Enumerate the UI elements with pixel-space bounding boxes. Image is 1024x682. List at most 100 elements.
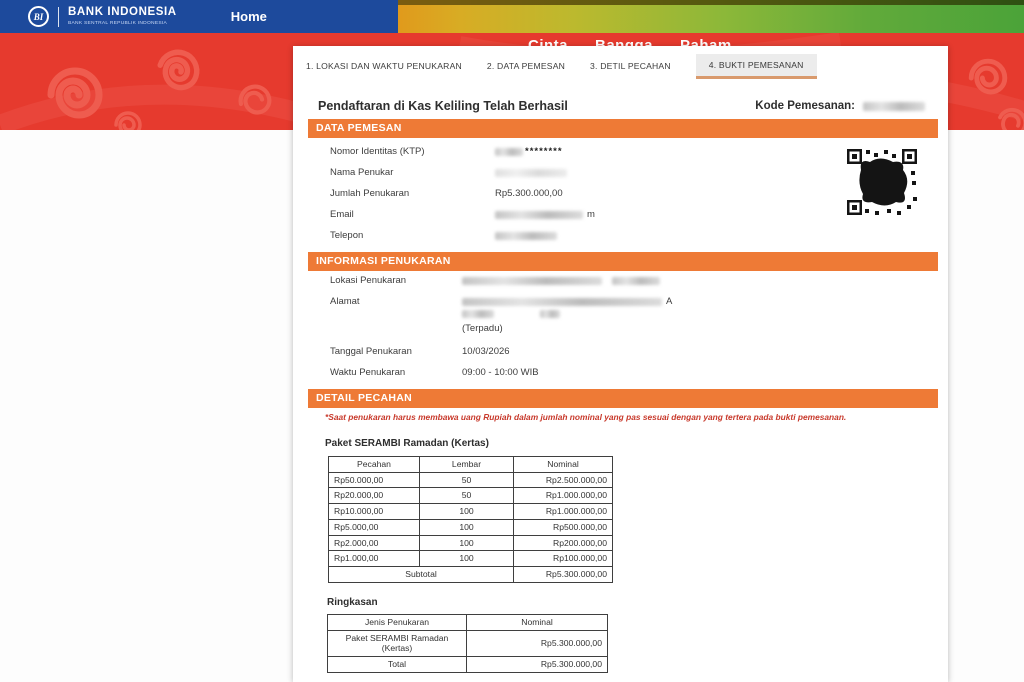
masked-value [495,168,567,177]
field-label: Nama Penukar [330,167,394,178]
cell-nominal: Rp2.500.000,00 [513,471,613,489]
table-row: Rp2.000,00 100 Rp200.000,00 [328,534,613,552]
field-label: Waktu Penukaran [330,367,406,378]
cell-nominal: Rp500.000,00 [513,518,613,536]
tab-lokasi-waktu[interactable]: 1. LOKASI DAN WAKTU PENUKARAN [306,61,462,71]
ringkasan-heading: Ringkasan [327,597,378,608]
cell-nominal: Rp1.000.000,00 [513,487,613,505]
cell-nominal: Rp5.300.000,00 [466,629,608,658]
field-row-jumlah: Jumlah Penukaran Rp5.300.000,00 [330,188,563,199]
bank-indonesia-logo: BI BANK INDONESIA BANK SENTRAL REPUBLIK … [28,6,189,27]
cell-lembar: 50 [419,471,514,489]
field-row-alamat-line3: (Terpadu) [462,323,503,334]
section-header-informasi-penukaran: INFORMASI PENUKARAN [308,252,938,271]
bi-logo-icon: BI [28,6,49,27]
masked-value [495,231,557,240]
value-fragment: m [587,209,595,220]
field-row-alamat-line2 [462,310,560,318]
ringkasan-table: Jenis Penukaran Nominal Paket SERAMBI Ra… [327,614,608,673]
cell-lembar: 100 [419,503,514,520]
cell-lembar: 50 [419,487,514,505]
cell-pecahan: Rp1.000,00 [328,550,420,568]
tab-detil-pecahan[interactable]: 3. DETIL PECAHAN [590,61,671,71]
total-value: Rp5.300.000,00 [466,656,608,673]
table-row: Rp5.000,00 100 Rp500.000,00 [328,518,613,536]
col-header-nominal: Nominal [466,614,608,631]
field-label: Email [330,209,354,220]
paket-line2: (Kertas) [381,643,413,654]
value-fragment: A [666,296,673,307]
table-row: Rp20.000,00 50 Rp1.000.000,00 [328,487,613,505]
masked-value [612,276,660,285]
cell-nominal: Rp200.000,00 [513,534,613,552]
logo-divider [58,6,59,27]
field-value [462,310,560,318]
table-row: Rp1.000,00 100 Rp100.000,00 [328,550,613,568]
masked-digits: ******** [525,146,563,157]
field-label: Tanggal Penukaran [330,346,412,357]
table-subtotal-row: Subtotal Rp5.300.000,00 [328,566,613,583]
field-value: 09:00 - 10:00 WIB [462,367,539,378]
field-value: 10/03/2026 [462,346,510,357]
field-row-lokasi: Lokasi Penukaran [330,275,660,286]
field-value [495,167,567,178]
field-value: Rp5.300.000,00 [495,188,563,199]
cell-lembar: 100 [419,534,514,552]
table-header-row: Jenis Penukaran Nominal [327,614,608,631]
bi-monogram: BI [33,11,44,22]
rainbow-strip-edge [398,0,1024,5]
field-label: Telepon [330,230,364,241]
brand-subtitle: BANK SENTRAL REPUBLIK INDONESIA [68,20,168,26]
table-header-row: Pecahan Lembar Nominal [328,456,613,473]
field-row-ktp: Nomor Identitas (KTP) ******** [330,146,563,157]
paket-title: Paket SERAMBI Ramadan (Kertas) [325,438,489,449]
page-title: Pendaftaran di Kas Keliling Telah Berhas… [318,99,568,113]
nav-home-link[interactable]: Home [230,9,267,24]
kode-pemesanan: Kode Pemesanan: [755,100,925,112]
table-row: Rp10.000,00 100 Rp1.000.000,00 [328,503,613,520]
subtotal-value: Rp5.300.000,00 [513,566,613,583]
field-value [462,275,660,286]
col-header-pecahan: Pecahan [328,456,420,473]
tab-bukti-pemesanan[interactable]: 4. BUKTI PEMESANAN [695,53,817,79]
field-value: (Terpadu) [462,323,503,334]
cell-nominal: Rp1.000.000,00 [513,503,613,520]
pecahan-table: Pecahan Lembar Nominal Rp50.000,00 50 Rp… [328,456,613,583]
cell-nominal: Rp100.000,00 [513,550,613,568]
field-row-alamat: Alamat A [330,296,672,307]
field-row-nama: Nama Penukar [330,167,567,178]
cell-pecahan: Rp50.000,00 [328,471,420,489]
total-label: Total [327,656,467,673]
field-label: Nomor Identitas (KTP) [330,146,425,157]
masked-value [462,310,494,318]
kode-pemesanan-label: Kode Pemesanan: [755,100,855,112]
brand-name: BANK INDONESIA [68,5,177,18]
field-row-tanggal: Tanggal Penukaran 10/03/2026 [330,346,510,357]
masked-value [462,297,662,306]
field-value [495,230,557,241]
section-header-detail-pecahan: DETAIL PECAHAN [308,389,938,408]
field-value: m [495,209,595,220]
cell-lembar: 100 [419,550,514,568]
table-total-row: Total Rp5.300.000,00 [327,656,608,673]
content-panel: 1. LOKASI DAN WAKTU PENUKARAN 2. DATA PE… [293,46,948,682]
table-row: Paket SERAMBI Ramadan (Kertas) Rp5.300.0… [327,629,608,658]
field-row-email: Email m [330,209,595,220]
field-label: Alamat [330,296,360,307]
col-header-lembar: Lembar [419,456,514,473]
field-row-telepon: Telepon [330,230,557,241]
field-label: Jumlah Penukaran [330,188,410,199]
cell-pecahan: Rp2.000,00 [328,534,420,552]
field-value: A [462,296,672,307]
section-header-data-pemesan: DATA PEMESAN [308,119,938,138]
tab-data-pemesan[interactable]: 2. DATA PEMESAN [486,61,566,71]
cell-pecahan: Rp5.000,00 [328,518,420,536]
exchange-note: *Saat penukaran harus membawa uang Rupia… [325,412,847,422]
qr-code [845,147,919,217]
kode-pemesanan-masked-value [863,101,925,111]
col-header-nominal: Nominal [513,456,613,473]
masked-value [540,310,560,318]
masked-value [462,276,602,285]
cell-jenis: Paket SERAMBI Ramadan (Kertas) [327,629,467,658]
masked-value [495,147,523,156]
